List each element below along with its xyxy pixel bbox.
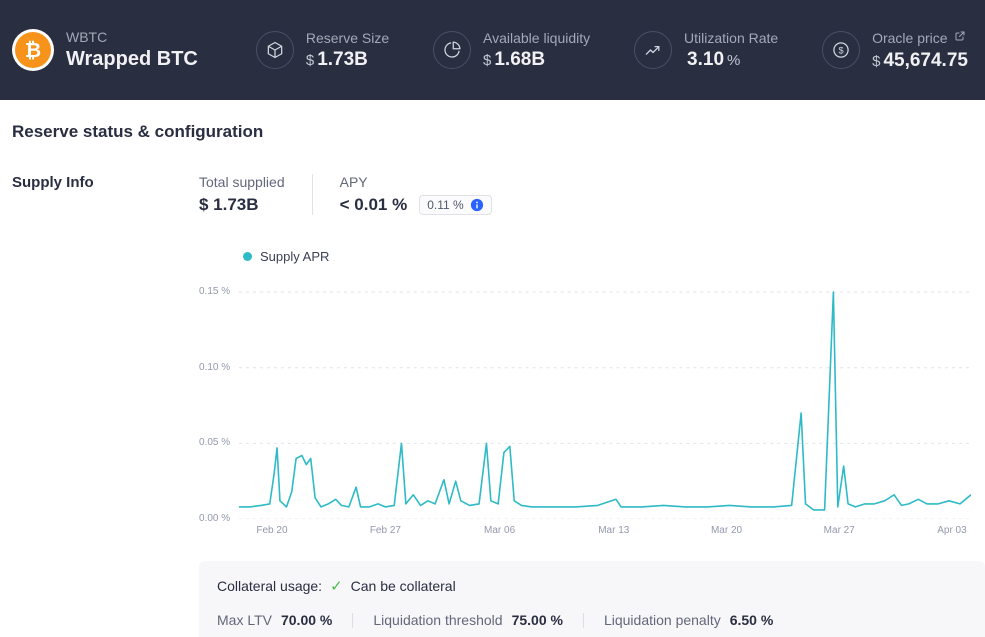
stat-amount: 1.68B <box>494 48 546 70</box>
liquidation-penalty-item: Liquidation penalty 6.50 % <box>604 612 773 628</box>
stat-available-liquidity: Available liquidity $ 1.68B <box>433 29 590 72</box>
total-supplied-metric: Total supplied $ 1.73B <box>199 174 285 215</box>
y-tick-label: 0.00 % <box>199 513 231 524</box>
app-header: ₿ WBTC Wrapped BTC Reserve Size $ 1.73B <box>0 0 985 100</box>
stat-prefix: $ <box>483 51 492 69</box>
y-tick-label: 0.15 % <box>199 286 231 298</box>
header-stats: Reserve Size $ 1.73B Available liquidity… <box>255 29 971 72</box>
liquidation-threshold-value: 75.00 % <box>511 612 563 628</box>
liquidation-threshold-item: Liquidation threshold 75.00 % <box>373 612 563 628</box>
stat-amount: 3.10 <box>687 48 725 70</box>
supply-metrics: Total supplied $ 1.73B APY < 0.01 % 0.11… <box>199 174 985 215</box>
token-block: ₿ WBTC Wrapped BTC <box>12 29 198 71</box>
external-link-icon[interactable] <box>954 29 966 47</box>
collateral-usage-value: Can be collateral <box>350 578 456 594</box>
max-ltv-value: 70.00 % <box>280 612 333 628</box>
stat-utilization-rate: Utilization Rate 3.10 % <box>634 29 778 72</box>
dollar-circle-icon: $ <box>822 31 861 69</box>
info-icon <box>470 198 483 212</box>
x-tick-label: Mar 27 <box>823 525 855 536</box>
stat-label: Reserve Size <box>305 29 390 46</box>
stat-value: $ 1.68B <box>483 49 590 71</box>
collateral-items-row: Max LTV 70.00 % Liquidation threshold 75… <box>217 612 967 628</box>
bitcoin-glyph: ₿ <box>15 32 51 68</box>
supply-apr-chart[interactable]: Feb 20 Feb 27 Mar 06 Mar 13 Mar 20 Mar 27 Apr … <box>199 277 985 541</box>
stat-value: 3.10 % <box>684 49 778 71</box>
svg-text:$: $ <box>839 45 844 55</box>
apy-value: < 0.01 % <box>339 195 408 214</box>
x-axis: Feb 20 Feb 27 Mar 06 Mar 13 Mar 20 Mar 27 Apr … <box>239 525 971 541</box>
token-symbol: WBTC <box>66 29 108 45</box>
stat-label: Available liquidity <box>483 29 591 46</box>
divider <box>311 174 313 215</box>
section-label-supply-info: Supply Info <box>12 174 94 191</box>
apy-metric: APY < 0.01 % 0.11 % <box>340 174 492 215</box>
apy-badge-value: 0.11 % <box>427 198 464 212</box>
stat-value: $ 1.73B <box>306 49 389 71</box>
stat-amount: 45,674.75 <box>883 49 968 71</box>
cube-icon <box>255 31 294 69</box>
x-tick-label: Feb 20 <box>256 525 288 536</box>
token-name: Wrapped BTC <box>66 48 198 70</box>
total-supplied-label: Total supplied <box>199 174 285 190</box>
pie-chart-icon <box>433 31 472 69</box>
check-icon: ✓ <box>330 578 343 595</box>
page-title: Reserve status & configuration <box>12 122 264 141</box>
trend-up-icon <box>634 31 673 69</box>
liquidation-penalty-label: Liquidation penalty <box>603 612 721 628</box>
liquidation-threshold-label: Liquidation threshold <box>373 612 503 628</box>
x-tick-label: Apr 03 <box>937 525 967 536</box>
max-ltv-label: Max LTV <box>217 612 272 628</box>
stat-prefix: $ <box>872 52 881 70</box>
x-tick-label: Mar 06 <box>484 525 516 536</box>
stat-oracle-price: $ Oracle price $ 45,674.75 <box>822 29 971 72</box>
total-supplied-value: $ 1.73B <box>199 195 259 214</box>
stat-prefix: $ <box>305 51 315 69</box>
stat-suffix: % <box>727 51 741 69</box>
apy-incentive-badge[interactable]: 0.11 % <box>419 195 492 215</box>
supply-apr-line <box>239 291 971 511</box>
x-tick-label: Feb 27 <box>369 525 401 536</box>
x-tick-label: Mar 13 <box>598 525 630 536</box>
y-tick-label: 0.10 % <box>199 361 231 373</box>
x-tick-label: Mar 20 <box>710 525 743 536</box>
stat-reserve-size: Reserve Size $ 1.73B <box>255 29 390 72</box>
legend-label: Supply APR <box>260 249 330 264</box>
divider <box>352 612 354 628</box>
max-ltv-item: Max LTV 70.00 % <box>217 612 332 628</box>
apy-label: APY <box>339 174 368 190</box>
bitcoin-icon: ₿ <box>12 29 54 71</box>
chart-plot-area[interactable] <box>239 277 971 519</box>
liquidation-penalty-value: 6.50 % <box>729 612 774 628</box>
stat-amount: 1.73B <box>317 48 368 70</box>
legend-supply-apr: Supply APR <box>243 249 985 264</box>
stat-label: Utilization Rate <box>684 29 779 46</box>
collateral-usage-panel: Collateral usage: ✓ Can be collateral Ma… <box>199 561 985 637</box>
main-content: Reserve status & configuration Supply In… <box>0 122 985 637</box>
collateral-usage-label: Collateral usage: <box>217 578 323 594</box>
legend-dot-icon <box>243 252 252 261</box>
divider <box>582 612 584 628</box>
stat-value: $ 45,674.75 <box>872 50 971 72</box>
y-tick-label: 0.05 % <box>199 437 231 449</box>
stat-label: Oracle price <box>872 29 948 46</box>
